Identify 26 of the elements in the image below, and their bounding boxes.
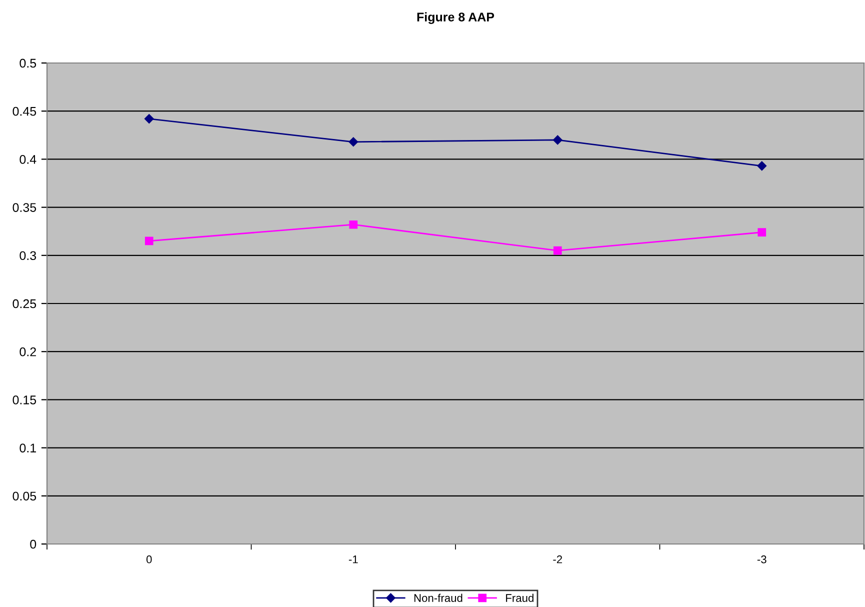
point <box>144 236 154 246</box>
point <box>757 161 766 171</box>
y-tick-label: 0.4 <box>20 155 36 164</box>
y-tick-label: 0.5 <box>20 58 36 68</box>
y-tick-label: 0.25 <box>12 299 36 308</box>
y-tick-label: 0.3 <box>20 251 36 260</box>
legend-label: Fraud <box>506 594 534 602</box>
point <box>349 220 358 229</box>
point <box>144 114 154 124</box>
y-tick-label: 0.05 <box>12 492 36 501</box>
y-tick-label: 0.2 <box>20 347 36 356</box>
x-tick-label: -2 <box>553 555 562 564</box>
point <box>553 246 562 255</box>
point <box>758 228 766 236</box>
y-tick-label: 0.1 <box>20 444 36 452</box>
y-tick-label: 0.15 <box>12 396 36 404</box>
x-tick-label: 0 <box>146 555 152 564</box>
x-tick-label: -1 <box>348 556 358 564</box>
y-tick-label: 0 <box>30 540 36 549</box>
chart-title: Figure 8 AAP <box>417 12 494 24</box>
y-tick-label: 0.45 <box>12 106 36 116</box>
point <box>553 135 562 145</box>
legend-label: Non-fraud <box>414 594 462 602</box>
point <box>348 137 358 147</box>
x-tick-label: -3 <box>757 555 766 564</box>
y-tick-label: 0.35 <box>12 203 36 212</box>
